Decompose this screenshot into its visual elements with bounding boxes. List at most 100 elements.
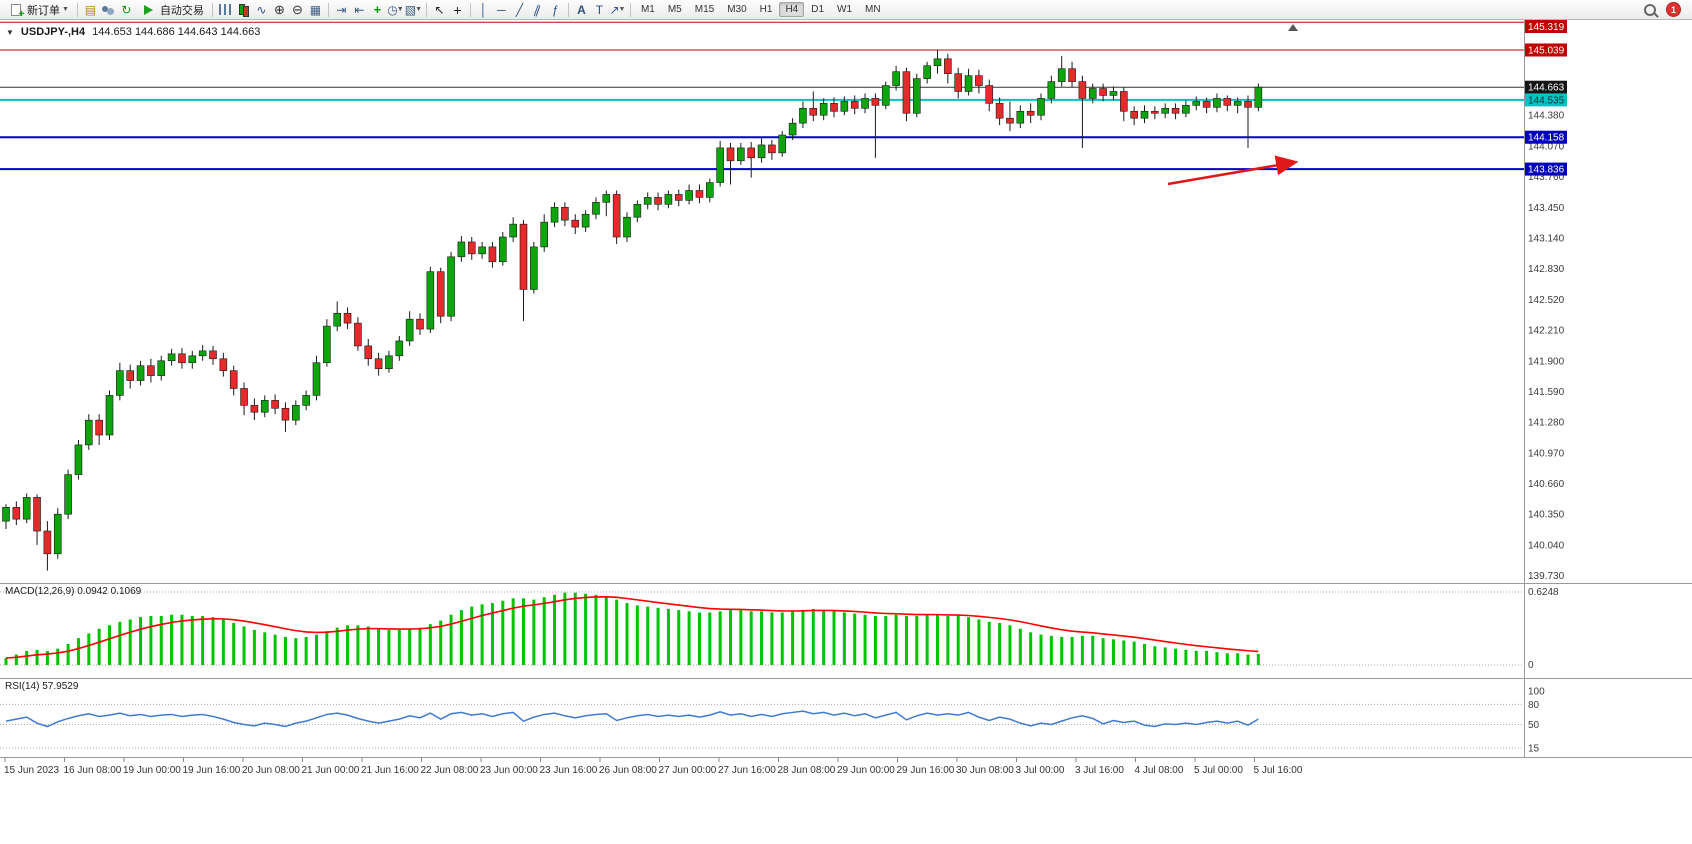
toolbar-separator	[469, 2, 471, 17]
fibonacci-icon[interactable]: ƒ	[552, 2, 559, 17]
auto-scroll-icon[interactable]: ⇥	[336, 2, 347, 17]
autotrading-label: 自动交易	[159, 4, 204, 17]
indicators-icon[interactable]: +	[373, 2, 382, 17]
svg-text:21 Jun 00:00: 21 Jun 00:00	[302, 765, 360, 776]
notification-badge[interactable]: 1	[1666, 2, 1681, 17]
timeframe-w1[interactable]: W1	[837, 4, 853, 15]
refresh-icon[interactable]: ↻	[121, 2, 132, 17]
templates-dropdown[interactable]: ▧ ▼	[404, 2, 423, 17]
text-label-icon[interactable]: T	[595, 2, 604, 17]
candles-layer	[2, 49, 1263, 571]
svg-text:140.970: 140.970	[1528, 448, 1565, 459]
svg-text:4 Jul 08:00: 4 Jul 08:00	[1135, 765, 1184, 776]
svg-text:144.158: 144.158	[1528, 133, 1565, 144]
candlestick-chart-icon[interactable]	[235, 2, 252, 17]
new-order-label: 新订单	[27, 4, 60, 17]
timeframe-h4[interactable]: H4	[779, 2, 805, 17]
community-icon[interactable]	[100, 2, 117, 17]
equidistant-channel-icon[interactable]: ∥	[532, 1, 543, 18]
chart-canvas[interactable]: 144.690144.380144.070143.760143.450143.1…	[0, 20, 1692, 844]
svg-text:5 Jul 16:00: 5 Jul 16:00	[1254, 765, 1303, 776]
time-axis: 15 Jun 2023 16 Jun 08:00 19 Jun 00:00 19 Ju…	[4, 757, 1303, 776]
svg-text:143.450: 143.450	[1528, 203, 1565, 214]
ohlc-values: 144.653 144.686 144.643 144.663	[92, 26, 261, 38]
svg-text:23 Jun 00:00: 23 Jun 00:00	[480, 765, 538, 776]
svg-text:140.660: 140.660	[1528, 479, 1565, 490]
chevron-down-icon: ▼	[415, 6, 423, 13]
svg-text:22 Jun 08:00: 22 Jun 08:00	[421, 765, 479, 776]
price-tag	[1525, 80, 1567, 94]
svg-text:143.140: 143.140	[1528, 233, 1565, 244]
timeframe-mn[interactable]: MN	[865, 4, 881, 15]
timeframe-h1[interactable]: H1	[759, 4, 773, 15]
svg-text:141.900: 141.900	[1528, 356, 1565, 367]
trendline-icon[interactable]: ╱	[515, 2, 524, 17]
svg-text:15 Jun 2023: 15 Jun 2023	[4, 765, 59, 776]
svg-text:144.070: 144.070	[1528, 141, 1565, 152]
chart-shift-marker	[1288, 24, 1298, 31]
search-icon[interactable]	[1644, 3, 1656, 16]
rsi-panel	[0, 703, 1524, 749]
svg-text:140.040: 140.040	[1528, 540, 1565, 551]
zoom-in-icon[interactable]: ⊕	[273, 2, 285, 17]
svg-text:3 Jul 16:00: 3 Jul 16:00	[1075, 765, 1124, 776]
svg-text:27 Jun 16:00: 27 Jun 16:00	[718, 765, 776, 776]
cursor-icon[interactable]: ↖	[434, 2, 445, 17]
bar-chart-icon[interactable]	[217, 2, 234, 17]
svg-text:140.350: 140.350	[1528, 510, 1565, 521]
text-icon[interactable]: A	[577, 2, 586, 17]
svg-text:29 Jun 00:00: 29 Jun 00:00	[837, 765, 895, 776]
market-watch-icon[interactable]: ▤	[84, 2, 97, 17]
timeframe-m1[interactable]: M1	[640, 4, 655, 15]
svg-text:16 Jun 08:00: 16 Jun 08:00	[64, 765, 122, 776]
periods-dropdown[interactable]: ◷ ▼	[387, 2, 404, 17]
price-tag	[1525, 93, 1567, 107]
timeframe-m30[interactable]: M30	[727, 4, 747, 15]
price-tag	[1525, 43, 1567, 57]
tile-windows-icon[interactable]: ▦	[309, 2, 322, 17]
svg-text:142.830: 142.830	[1528, 264, 1565, 275]
svg-text:80: 80	[1528, 700, 1540, 711]
svg-text:139.730: 139.730	[1528, 571, 1565, 582]
timeframe-d1[interactable]: D1	[811, 4, 825, 15]
svg-text:0: 0	[1528, 660, 1534, 671]
toolbar-separator	[211, 2, 213, 17]
svg-text:143.836: 143.836	[1528, 165, 1565, 176]
svg-text:0.6248: 0.6248	[1528, 587, 1559, 598]
arrows-dropdown[interactable]: ↗ ▼	[609, 2, 626, 17]
svg-text:27 Jun 00:00: 27 Jun 00:00	[659, 765, 717, 776]
price-tag	[1525, 20, 1567, 33]
svg-text:15: 15	[1528, 743, 1540, 754]
zoom-out-icon[interactable]: ⊖	[291, 2, 303, 17]
toolbar-right-group: 1	[1644, 2, 1689, 17]
vertical-line-icon[interactable]: │	[479, 2, 488, 17]
toolbar: 新订单 ▼ ▤ ↻ 自动交易 ∿ ⊕ ⊖ ▦ ⇥ ⇤ + ◷▼ ▧▼ ↖ + │…	[0, 0, 1692, 20]
oneclick-trading-toggle-icon[interactable]: ▼	[6, 27, 14, 37]
macd-panel	[0, 591, 1524, 666]
svg-text:141.590: 141.590	[1528, 387, 1565, 398]
rsi-line	[5, 710, 1259, 728]
chevron-down-icon: ▼	[396, 6, 404, 13]
svg-text:3 Jul 00:00: 3 Jul 00:00	[1016, 765, 1065, 776]
new-order-button[interactable]: 新订单 ▼	[3, 1, 73, 20]
svg-text:142.210: 142.210	[1528, 326, 1565, 337]
crosshair-icon[interactable]: +	[453, 1, 462, 18]
svg-text:19 Jun 16:00: 19 Jun 16:00	[183, 765, 241, 776]
timeframe-m15[interactable]: M15	[694, 4, 715, 15]
price-axis: 144.690144.380144.070143.760143.450143.1…	[1528, 80, 1565, 754]
trend-arrow-annotation[interactable]	[1167, 155, 1299, 186]
svg-text:30 Jun 08:00: 30 Jun 08:00	[956, 765, 1014, 776]
svg-text:100: 100	[1528, 687, 1545, 698]
line-chart-icon[interactable]: ∿	[256, 2, 267, 17]
svg-text:21 Jun 16:00: 21 Jun 16:00	[361, 765, 419, 776]
chart-shift-icon[interactable]: ⇤	[354, 2, 365, 17]
price-tag	[1525, 162, 1567, 176]
svg-text:144.535: 144.535	[1528, 95, 1565, 106]
horizontal-line-icon[interactable]: ─	[497, 2, 506, 17]
autotrading-button[interactable]: 自动交易	[136, 1, 208, 19]
macd-label: MACD(12,26,9) 0.0942 0.1069	[5, 586, 142, 597]
timeframe-m5[interactable]: M5	[667, 4, 682, 15]
svg-text:143.760: 143.760	[1528, 172, 1565, 183]
symbol-period-label: USDJPY-,H4	[20, 26, 86, 38]
svg-text:145.039: 145.039	[1528, 45, 1565, 56]
